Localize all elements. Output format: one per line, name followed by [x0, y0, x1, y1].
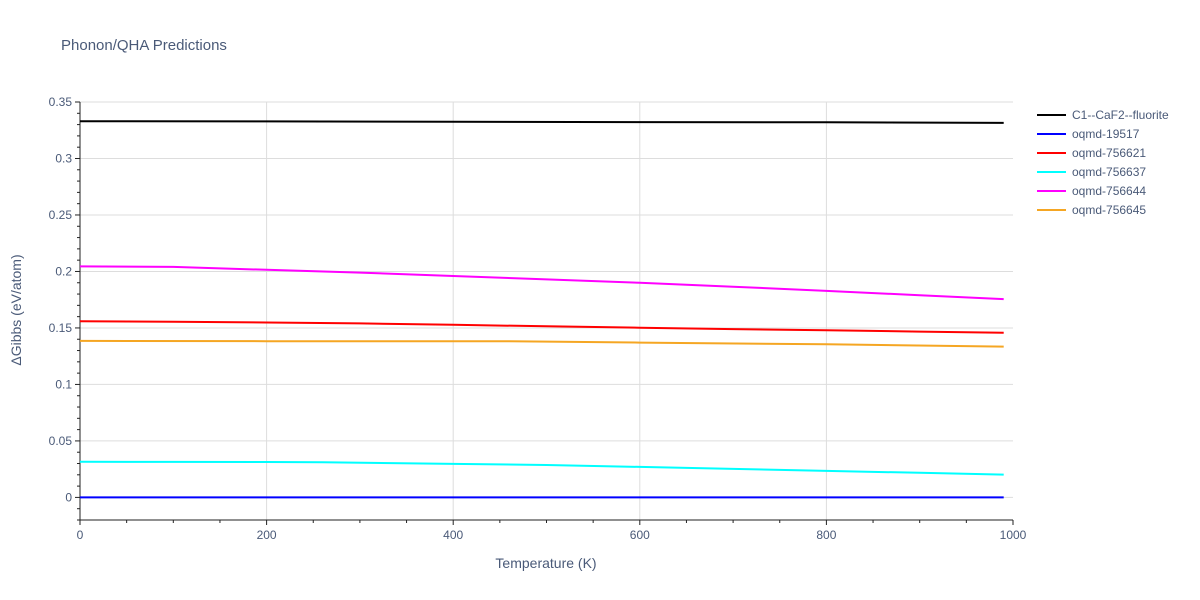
series-line-4 [79, 265, 1004, 301]
legend-label-1: oqmd-19517 [1072, 127, 1140, 141]
y-axis-title: ΔGibbs (eV/atom) [8, 254, 24, 365]
y-tick-label: 0.3 [55, 151, 72, 165]
x-tick-label: 0 [77, 528, 84, 542]
y-tick-label: 0 [65, 490, 72, 504]
legend-label-2: oqmd-756621 [1072, 146, 1146, 160]
x-tick-label: 1000 [1000, 528, 1027, 542]
y-tick-label: 0.25 [49, 208, 73, 222]
legend-label-3: oqmd-756637 [1072, 165, 1146, 179]
chart-title: Phonon/QHA Predictions [61, 37, 227, 54]
series-line-2 [79, 320, 1004, 334]
x-axis-title: Temperature (K) [495, 555, 596, 571]
legend-label-5: oqmd-756645 [1072, 203, 1146, 217]
y-tick-label: 0.05 [49, 434, 73, 448]
series-line-5 [79, 339, 1004, 348]
series-lines [79, 120, 1004, 499]
x-tick-label: 600 [630, 528, 650, 542]
y-tick-label: 0.35 [49, 95, 73, 109]
y-tick-label: 0.15 [49, 321, 73, 335]
axes: 0 200 400 600 800 1000 0 0.05 0.1 0.15 0.2 0.25 0.3 0… [49, 95, 1027, 542]
legend-label-4: oqmd-756644 [1072, 184, 1146, 198]
legend-label-0: C1--CaF2--fluorite [1072, 108, 1169, 122]
y-tick-label: 0.2 [55, 264, 72, 278]
x-tick-label: 200 [257, 528, 277, 542]
series-line-3 [79, 460, 1004, 476]
legend: C1--CaF2--fluorite oqmd-19517 oqmd-756621 o… [1037, 108, 1169, 217]
series-line-0 [79, 120, 1004, 124]
y-tick-label: 0.1 [55, 377, 72, 391]
grid [80, 101, 1013, 520]
x-tick-label: 800 [816, 528, 836, 542]
x-tick-label: 400 [443, 528, 463, 542]
